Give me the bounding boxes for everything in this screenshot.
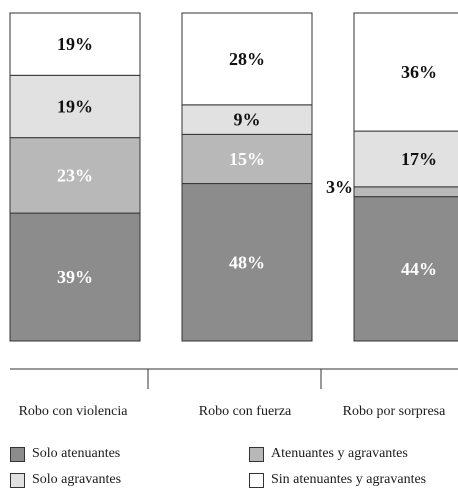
data-label-2-1: 48%: [229, 252, 265, 272]
legend-item-atenuantes-y-agravantes: Atenuantes y agravantes: [249, 446, 408, 462]
legend-item-sin-atenuantes-y-agravantes: Sin atenuantes y agravantes: [249, 472, 426, 488]
data-label-3-4: 36%: [401, 62, 437, 82]
legend-swatch-solo-atenuantes: [10, 446, 25, 462]
legend-label-solo-atenuantes: Solo atenuantes: [32, 446, 121, 461]
bar-segment-3-4: [353, 12, 458, 132]
bar-stack-1: 39% 23% 19% 19%: [9, 12, 141, 342]
legend-swatch-solo-agravantes: [10, 472, 25, 488]
bar-stack-2: 48% 15% 9% 28%: [181, 12, 313, 342]
data-label-2-3: 9%: [234, 110, 261, 130]
data-label-1-2: 23%: [57, 165, 93, 185]
bar-segment-2-3: [181, 104, 313, 135]
bar-segment-1-4: [9, 12, 141, 76]
data-label-3-1: 44%: [401, 259, 437, 279]
x-tick-label-2: Robo con fuerza: [199, 404, 292, 419]
legend-swatch-atenuantes-y-agravantes: [249, 446, 264, 462]
x-tick-label-1: Robo con violencia: [19, 404, 129, 419]
legend-label-atenuantes-y-agravantes: Atenuantes y agravantes: [271, 446, 408, 461]
bar-segment-3-2: [353, 186, 458, 198]
legend-swatch-sin-atenuantes-y-agravantes: [249, 472, 264, 488]
data-label-2-4: 28%: [229, 49, 265, 69]
data-label-3-2: 3%: [326, 177, 353, 197]
bar-segment-2-2: [181, 133, 313, 185]
x-tick-label-3: Robo por sorpresa: [343, 404, 446, 419]
bar-segment-1-2: [9, 137, 141, 214]
legend-label-sin-atenuantes-y-agravantes: Sin atenuantes y agravantes: [271, 472, 427, 487]
legend-item-solo-atenuantes: Solo atenuantes: [10, 446, 120, 462]
bar-segment-3-3: [353, 130, 458, 188]
bar-segment-3-1: [353, 196, 458, 342]
legend-item-solo-agravantes: Solo agravantes: [10, 472, 121, 488]
data-label-1-3: 19%: [57, 96, 93, 116]
data-label-1-4: 19%: [57, 34, 93, 54]
data-label-1-1: 39%: [57, 267, 93, 287]
bar-segment-2-4: [181, 12, 313, 106]
data-label-2-2: 15%: [229, 149, 265, 169]
bar-segment-1-1: [9, 212, 141, 342]
bar-stack-3: 44% 3% 17% 36%: [326, 12, 458, 342]
legend-label-solo-agravantes: Solo agravantes: [32, 472, 122, 487]
bar-segment-2-1: [181, 183, 313, 342]
data-label-3-3: 17%: [401, 149, 437, 169]
plot-area: 39% 23% 19% 19% 48% 15% 9% 28% 44% 3% 17% 36%: [9, 12, 458, 342]
legend: Solo atenuantes Atenuantes y agravantes …: [0, 444, 458, 491]
